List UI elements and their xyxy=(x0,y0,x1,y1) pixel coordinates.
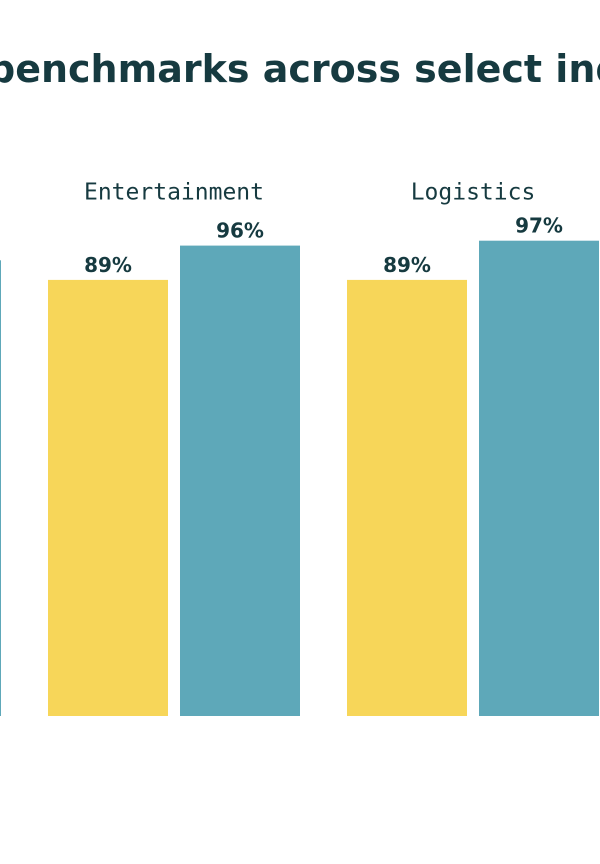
bar xyxy=(0,260,1,716)
value-label: 97% xyxy=(515,214,563,238)
value-label: 96% xyxy=(216,219,264,243)
chart-title: benchmarks across select ind xyxy=(0,47,600,91)
x-tick-label: Logistics xyxy=(411,180,536,206)
bar xyxy=(48,279,168,716)
value-label: 89% xyxy=(84,253,132,277)
bar xyxy=(347,279,467,716)
x-tick-label: Entertainment xyxy=(84,180,264,206)
bar xyxy=(479,240,599,716)
value-label: 89% xyxy=(383,253,431,277)
bar xyxy=(180,245,300,716)
